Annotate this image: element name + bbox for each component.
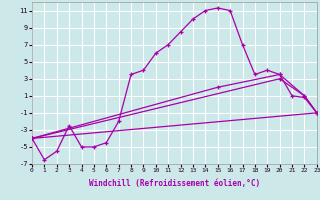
X-axis label: Windchill (Refroidissement éolien,°C): Windchill (Refroidissement éolien,°C)	[89, 179, 260, 188]
